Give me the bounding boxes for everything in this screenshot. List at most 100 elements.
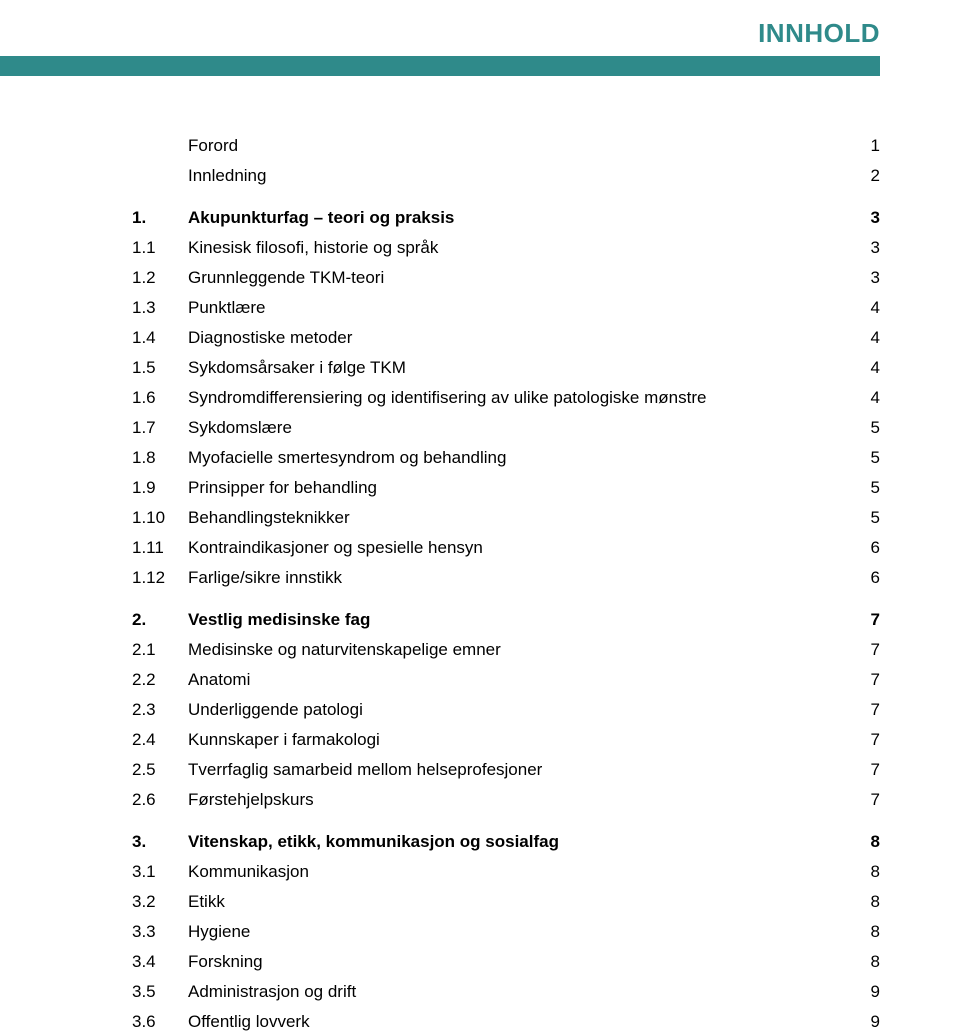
toc-row: 1.5Sykdomsårsaker i følge TKM4	[132, 358, 880, 378]
toc-page: 8	[871, 832, 880, 852]
toc-section-heading: 2. Vestlig medisinske fag 7	[132, 610, 880, 630]
toc-label: Administrasjon og drift	[188, 982, 356, 1002]
page-title: INNHOLD	[758, 18, 880, 49]
toc-row: 1.11Kontraindikasjoner og spesielle hens…	[132, 538, 880, 558]
toc-page: 8	[871, 892, 880, 912]
toc-num: 1.9	[132, 478, 188, 498]
toc-label: Kinesisk filosofi, historie og språk	[188, 238, 438, 258]
toc-page: 7	[871, 730, 880, 750]
toc-num: 3.3	[132, 922, 188, 942]
toc-num: 1.3	[132, 298, 188, 318]
toc-page: 2	[871, 166, 880, 186]
toc-num: 2.6	[132, 790, 188, 810]
toc-label: Tverrfaglig samarbeid mellom helseprofes…	[188, 760, 542, 780]
toc-num: 2.4	[132, 730, 188, 750]
toc-num: 1.	[132, 208, 188, 228]
toc-label: Diagnostiske metoder	[188, 328, 352, 348]
toc-row: 3.3Hygiene 8	[132, 922, 880, 942]
toc-label: Sykdomslære	[188, 418, 292, 438]
toc-row: 2.4Kunnskaper i farmakologi 7	[132, 730, 880, 750]
toc-row: 3.4Forskning8	[132, 952, 880, 972]
toc-row: 1.9Prinsipper for behandling 5	[132, 478, 880, 498]
toc-intro-row: Forord 1	[188, 136, 880, 156]
toc-page: 7	[871, 760, 880, 780]
toc-intro-block: Forord 1 Innledning 2	[188, 136, 880, 186]
toc-label: Prinsipper for behandling	[188, 478, 377, 498]
toc-page: 6	[871, 538, 880, 558]
toc-row: 2.6Førstehjelpskurs7	[132, 790, 880, 810]
toc-row: 1.7Sykdomslære5	[132, 418, 880, 438]
toc-row: 3.1Kommunikasjon8	[132, 862, 880, 882]
toc-num: 1.4	[132, 328, 188, 348]
toc-page: 9	[871, 982, 880, 1002]
toc-page: 5	[871, 478, 880, 498]
toc-row: 3.2Etikk8	[132, 892, 880, 912]
toc-num: 2.3	[132, 700, 188, 720]
toc-label: Forskning	[188, 952, 263, 972]
toc-label: Etikk	[188, 892, 225, 912]
toc-label: Myofacielle smertesyndrom og behandling	[188, 448, 506, 468]
header-accent-bar	[0, 56, 880, 76]
toc-num: 1.6	[132, 388, 188, 408]
toc-label: Kommunikasjon	[188, 862, 309, 882]
toc-label: Forord	[188, 136, 238, 156]
toc-page: 9	[871, 1012, 880, 1032]
toc-label: Medisinske og naturvitenskapelige emner	[188, 640, 501, 660]
toc-num: 2.2	[132, 670, 188, 690]
toc-num: 1.12	[132, 568, 188, 588]
toc-num: 1.11	[132, 538, 188, 558]
toc-num: 2.1	[132, 640, 188, 660]
toc-label: Vitenskap, etikk, kommunikasjon og sosia…	[188, 832, 559, 852]
toc-page: 7	[871, 610, 880, 630]
toc-label: Innledning	[188, 166, 266, 186]
toc-label: Vestlig medisinske fag	[188, 610, 370, 630]
toc-num: 2.5	[132, 760, 188, 780]
toc-section-heading: 3. Vitenskap, etikk, kommunikasjon og so…	[132, 832, 880, 852]
toc-row: 3.6Offentlig lovverk9	[132, 1012, 880, 1032]
toc-page: 3	[871, 268, 880, 288]
toc-page: 7	[871, 640, 880, 660]
toc-page: 5	[871, 508, 880, 528]
toc-page: 3	[871, 238, 880, 258]
toc-row: 2.3Underliggende patologi 7	[132, 700, 880, 720]
toc-num: 1.10	[132, 508, 188, 528]
toc-label: Kontraindikasjoner og spesielle hensyn	[188, 538, 483, 558]
toc-num: 3.6	[132, 1012, 188, 1032]
toc-page: 3	[871, 208, 880, 228]
toc-row: 1.6Syndromdifferensiering og identifiser…	[132, 388, 880, 408]
toc-page: 4	[871, 358, 880, 378]
toc-num: 1.1	[132, 238, 188, 258]
toc-row: 1.10Behandlingsteknikker 5	[132, 508, 880, 528]
toc-label: Farlige/sikre innstikk	[188, 568, 342, 588]
toc-label: Anatomi	[188, 670, 250, 690]
toc-page: 8	[871, 862, 880, 882]
toc-page: 4	[871, 388, 880, 408]
toc-label: Syndromdifferensiering og identifisering…	[188, 388, 706, 408]
toc-row: 1.4Diagnostiske metoder 4	[132, 328, 880, 348]
toc-page: 8	[871, 952, 880, 972]
toc-section-heading: 1. Akupunkturfag – teori og praksis 3	[132, 208, 880, 228]
toc-row: 2.2Anatomi7	[132, 670, 880, 690]
toc-row: 1.1Kinesisk filosofi, historie og språk 3	[132, 238, 880, 258]
toc-num: 3.	[132, 832, 188, 852]
toc-label: Kunnskaper i farmakologi	[188, 730, 380, 750]
toc-row: 1.12Farlige/sikre innstikk6	[132, 568, 880, 588]
toc-page: 7	[871, 700, 880, 720]
toc-page: 1	[871, 136, 880, 156]
toc-label: Underliggende patologi	[188, 700, 363, 720]
toc-label: Behandlingsteknikker	[188, 508, 350, 528]
toc-page: 5	[871, 448, 880, 468]
toc-num: 2.	[132, 610, 188, 630]
page-header: INNHOLD	[0, 0, 960, 88]
toc-label: Punktlære	[188, 298, 265, 318]
toc-label: Hygiene	[188, 922, 250, 942]
toc-page: 4	[871, 328, 880, 348]
toc-page: 8	[871, 922, 880, 942]
toc-label: Førstehjelpskurs	[188, 790, 314, 810]
toc-row: 2.1Medisinske og naturvitenskapelige emn…	[132, 640, 880, 660]
toc-num: 3.5	[132, 982, 188, 1002]
toc-intro-row: Innledning 2	[188, 166, 880, 186]
toc-label: Akupunkturfag – teori og praksis	[188, 208, 454, 228]
toc-row: 1.8Myofacielle smertesyndrom og behandli…	[132, 448, 880, 468]
toc-label: Sykdomsårsaker i følge TKM	[188, 358, 406, 378]
